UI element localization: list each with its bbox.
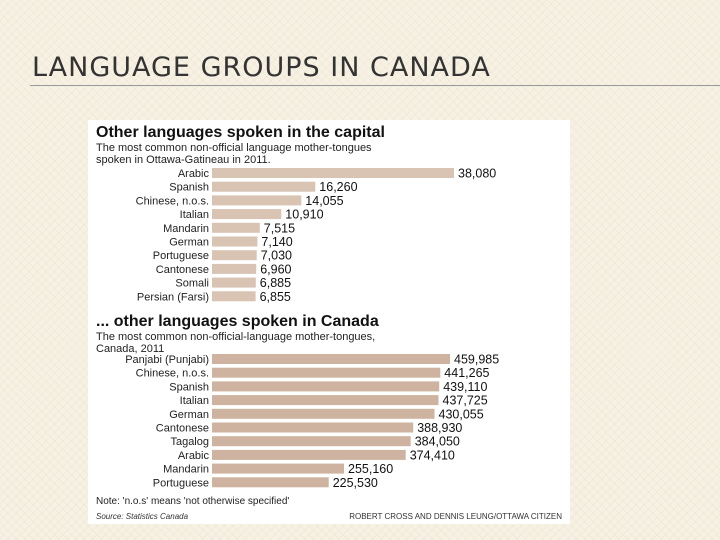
chart1-bar [212,168,454,178]
chart1-bar [212,236,258,247]
chart2-bar [212,367,441,378]
chart1-category-label: Somali [175,278,209,290]
chart2-category-label: Arabic [178,450,210,462]
chart1-bar [212,222,260,233]
title-underline [30,85,720,86]
chart2-category-label: Chinese, n.o.s. [136,368,209,380]
chart1-value-label: 16,260 [319,180,357,194]
chart1-category-label: Chinese, n.o.s. [136,195,209,207]
author-credit: ROBERT CROSS AND DENNIS LEUNG/OTTAWA CIT… [349,512,562,521]
chart2-bar [212,422,414,433]
chart1-bar [212,263,257,274]
chart2-category-label: Spanish [169,381,209,393]
chart2-bar [212,408,435,419]
chart1-value-label: 7,030 [261,249,292,263]
chart2-value-label: 225,530 [333,476,378,490]
chart2-bar [212,463,344,474]
chart1-value-label: 6,855 [260,290,291,304]
chart1-category-label: Spanish [169,182,209,194]
chart1-category-label: Persian (Farsi) [137,291,209,303]
chart1-bar [212,181,316,192]
chart1-title: Other languages spoken in the capital [96,124,385,141]
chart1-bar [212,209,282,220]
chart1-value-label: 14,055 [305,194,343,208]
chart2-bar [212,354,450,364]
chart1-value-label: 38,080 [458,167,496,181]
chart1-subtitle-line1: The most common non-official language mo… [96,142,372,154]
chart2-bars: Panjabi (Punjabi) 459,985 Chinese, n.o.s. 4… [125,353,499,490]
chart1-value-label: 10,910 [285,208,323,222]
chart1-category-label: Mandarin [163,223,209,235]
infographic-panel: Other languages spoken in the capital Th… [88,120,570,524]
chart2-value-label: 441,265 [444,366,489,380]
chart2-category-label: Portuguese [153,477,209,489]
chart2-value-label: 430,055 [439,407,484,421]
chart1-bars: Arabic 38,080 Spanish 16,260 Chinese, n.o.s.… [136,167,497,304]
chart2-category-label: Mandarin [163,464,209,476]
chart1-category-label: German [169,237,209,249]
chart1-value-label: 7,515 [264,221,295,235]
chart2-value-label: 459,985 [454,353,499,367]
chart1-value-label: 6,885 [260,276,291,290]
chart1-subtitle-line2: spoken in Ottawa-Gatineau in 2011. [96,154,271,166]
chart2-bar [212,477,329,488]
chart2-bar [212,449,406,460]
source-credit: Source: Statistics Canada [96,512,189,521]
footnote: Note: 'n.o.s' means 'not otherwise speci… [96,496,289,507]
chart2-title: ... other languages spoken in Canada [96,313,379,330]
chart2-bar [212,436,411,447]
chart1-value-label: 6,960 [260,262,291,276]
chart2-category-label: Cantonese [156,423,209,435]
chart1-value-label: 7,140 [261,235,292,249]
chart2-value-label: 437,725 [443,394,488,408]
chart2-value-label: 255,160 [348,462,393,476]
chart1-category-label: Arabic [178,168,210,180]
slide-title: LANGUAGE GROUPS IN CANADA [32,52,491,83]
chart1-bar [212,250,257,261]
bar-charts: Other languages spoken in the capital Th… [96,124,562,521]
chart1-category-label: Portuguese [153,250,209,262]
chart2-value-label: 388,930 [417,421,462,435]
chart1-category-label: Italian [180,209,209,221]
chart2-category-label: German [169,409,209,421]
chart2-bar [212,381,440,392]
chart1-bar [212,291,256,302]
chart2-value-label: 374,410 [410,448,455,462]
chart2-category-label: Panjabi (Punjabi) [125,354,209,366]
chart2-category-label: Tagalog [170,436,209,448]
chart1-bar [212,195,302,206]
chart2-value-label: 384,050 [415,435,460,449]
chart2-bar [212,395,439,406]
chart1-category-label: Cantonese [156,264,209,276]
chart2-subtitle-line1: The most common non-official-language mo… [96,331,375,343]
chart2-category-label: Italian [180,395,209,407]
chart2-subtitle-line2: Canada, 2011 [96,343,164,355]
chart2-value-label: 439,110 [443,380,487,394]
chart1-bar [212,277,256,288]
